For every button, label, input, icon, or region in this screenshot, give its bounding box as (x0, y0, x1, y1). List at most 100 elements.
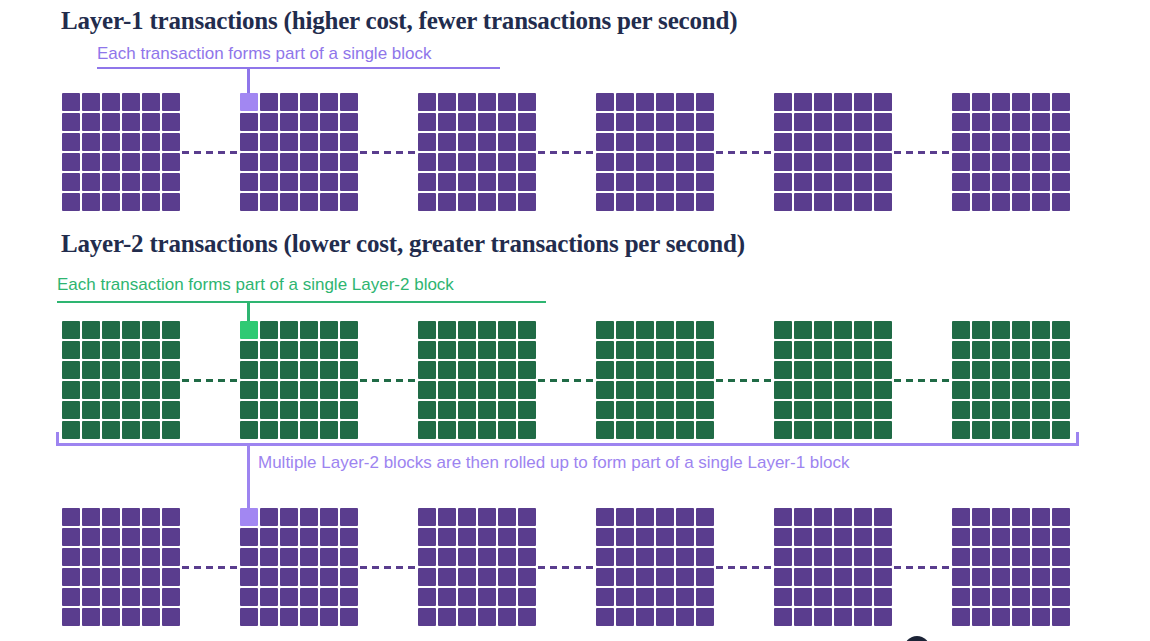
layer2-transaction-cell (162, 381, 180, 399)
layer1-transaction-cell (280, 193, 298, 211)
layer1-transaction-cell (418, 173, 436, 191)
rollup-transaction-cell (834, 508, 852, 526)
layer2-transaction-cell (122, 341, 140, 359)
layer1-transaction-cell (636, 113, 654, 131)
layer1-transaction-cell (340, 93, 358, 111)
rollup-transaction-cell (854, 568, 872, 586)
layer2-transaction-cell (478, 341, 496, 359)
layer2-transaction-cell (142, 341, 160, 359)
layer2-transaction-cell (280, 361, 298, 379)
layer1-transaction-cell (498, 113, 516, 131)
layer2-transaction-cell (814, 401, 832, 419)
layer2-highlighted-transaction-cell (240, 321, 258, 339)
layer2-transaction-cell (952, 341, 970, 359)
layer2-transaction-cell (320, 421, 338, 439)
layer2-transaction-cell (1052, 381, 1070, 399)
rollup-transaction-cell (814, 548, 832, 566)
rollup-transaction-cell (874, 508, 892, 526)
layer1-transaction-cell (834, 133, 852, 151)
rollup-transaction-cell (794, 588, 812, 606)
layer1-annotation-pointer-line (247, 68, 250, 93)
rollup-transaction-cell (992, 508, 1010, 526)
layer2-transaction-cell (162, 361, 180, 379)
layer2-transaction-cell (696, 361, 714, 379)
layer2-transaction-cell (1012, 421, 1030, 439)
rollup-block (240, 508, 358, 626)
layer2-transaction-cell (260, 381, 278, 399)
layer1-transaction-cell (774, 93, 792, 111)
layer2-transaction-cell (438, 321, 456, 339)
rollup-transaction-cell (162, 548, 180, 566)
layer2-transaction-cell (300, 381, 318, 399)
layer2-transaction-cell (82, 341, 100, 359)
rollup-transaction-cell (874, 528, 892, 546)
layer2-transaction-cell (300, 421, 318, 439)
layer2-transaction-cell (814, 321, 832, 339)
layer1-transaction-cell (952, 113, 970, 131)
layer2-transaction-cell (102, 321, 120, 339)
layer1-transaction-cell (82, 153, 100, 171)
layer2-transaction-cell (478, 421, 496, 439)
layer1-transaction-cell (596, 93, 614, 111)
rollup-transaction-cell (518, 608, 536, 626)
layer2-transaction-cell (478, 401, 496, 419)
rollup-transaction-cell (260, 608, 278, 626)
layer2-transaction-cell (794, 421, 812, 439)
layer1-transaction-cell (616, 173, 634, 191)
layer2-transaction-cell (676, 341, 694, 359)
rollup-transaction-cell (1012, 588, 1030, 606)
rollup-transaction-cell (102, 548, 120, 566)
layer1-chain-connector (182, 151, 238, 154)
layer1-transaction-cell (616, 113, 634, 131)
layer2-transaction-cell (1052, 421, 1070, 439)
rollup-transaction-cell (142, 508, 160, 526)
layer2-transaction-cell (992, 421, 1010, 439)
layer2-transaction-cell (854, 361, 872, 379)
layer2-transaction-cell (814, 361, 832, 379)
layer2-transaction-cell (438, 421, 456, 439)
layer1-transaction-cell (1032, 133, 1050, 151)
layer2-transaction-cell (418, 401, 436, 419)
rollup-transaction-cell (102, 608, 120, 626)
layer2-transaction-cell (616, 401, 634, 419)
layer1-transaction-cell (676, 93, 694, 111)
layer2-transaction-cell (596, 381, 614, 399)
layer1-transaction-cell (240, 173, 258, 191)
rollup-transaction-cell (794, 528, 812, 546)
layer2-transaction-cell (596, 341, 614, 359)
rollup-transaction-cell (636, 608, 654, 626)
layer1-transaction-cell (696, 133, 714, 151)
rollup-transaction-cell (102, 508, 120, 526)
scroll-indicator-button[interactable] (904, 636, 930, 641)
rollup-transaction-cell (854, 608, 872, 626)
layer1-transaction-cell (952, 173, 970, 191)
layer2-transaction-cell (518, 421, 536, 439)
layer1-transaction-cell (280, 113, 298, 131)
rollup-transaction-cell (458, 568, 476, 586)
rollup-transaction-cell (418, 528, 436, 546)
layer2-transaction-cell (122, 321, 140, 339)
layer1-transaction-cell (498, 133, 516, 151)
rollup-transaction-cell (656, 508, 674, 526)
rollup-chain-connector (538, 566, 594, 569)
rollup-transaction-cell (834, 568, 852, 586)
rollup-transaction-cell (300, 528, 318, 546)
layer2-transaction-cell (834, 401, 852, 419)
layer1-transaction-cell (122, 113, 140, 131)
layer1-transaction-cell (320, 173, 338, 191)
layer2-transaction-cell (656, 321, 674, 339)
layer1-transaction-cell (260, 93, 278, 111)
layer1-transaction-cell (478, 153, 496, 171)
layer1-transaction-cell (260, 193, 278, 211)
layer1-transaction-cell (438, 193, 456, 211)
layer2-transaction-cell (656, 361, 674, 379)
layer2-chain-connector (182, 379, 238, 382)
rollup-transaction-cell (676, 608, 694, 626)
layer2-transaction-cell (340, 321, 358, 339)
rollup-transaction-cell (240, 608, 258, 626)
rollup-bracket-bar (56, 443, 1079, 446)
rollup-transaction-cell (774, 528, 792, 546)
layer2-chain-connector (716, 379, 772, 382)
rollup-transaction-cell (280, 548, 298, 566)
layer1-transaction-cell (340, 133, 358, 151)
